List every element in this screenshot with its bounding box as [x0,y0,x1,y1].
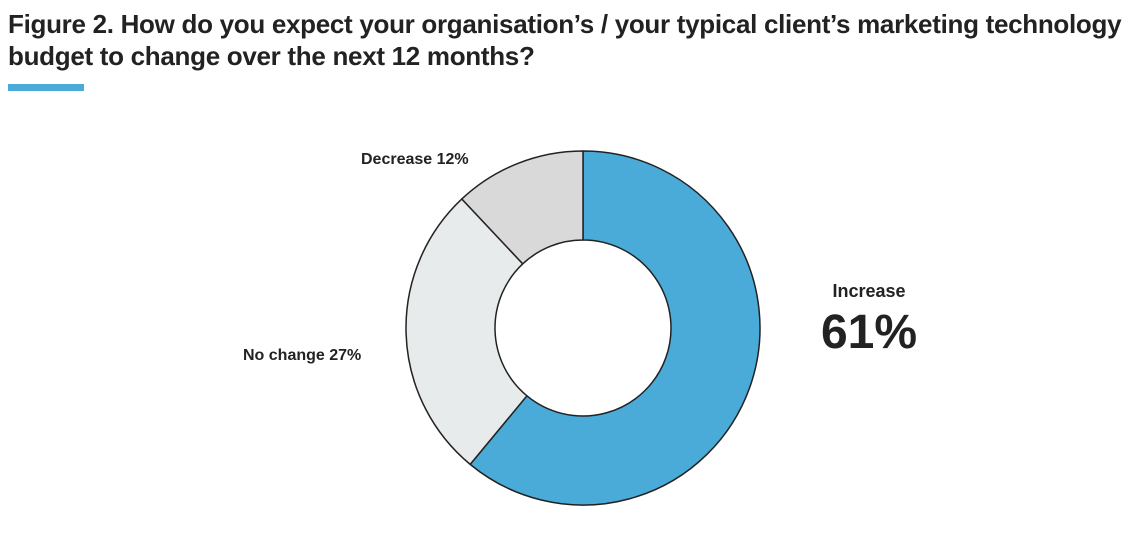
donut-slice-increase [469,150,761,506]
donut-slice-no-change [405,198,528,466]
figure-header: Figure 2. How do you expect your organis… [8,8,1138,72]
slice-value-increase: 61% [821,306,917,359]
slice-label-no-change: No change 27% [243,347,361,364]
donut-slices [405,150,761,506]
donut-slice-decrease [461,150,584,265]
title-accent-bar [8,84,84,91]
slice-label-increase: Increase [832,281,905,301]
slice-label-decrease: Decrease 12% [361,151,469,168]
slice-labels: Decrease 12% No change 27% Increase 61% [243,151,917,364]
figure-title: Figure 2. How do you expect your organis… [8,9,1122,71]
